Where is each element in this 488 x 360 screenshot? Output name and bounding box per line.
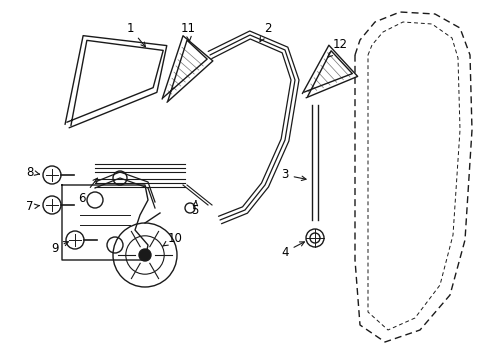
Text: 2: 2	[260, 22, 271, 41]
Text: 11: 11	[180, 22, 195, 41]
Text: 3: 3	[281, 168, 305, 181]
Text: 7: 7	[26, 201, 40, 213]
Text: 1: 1	[126, 22, 145, 47]
Text: 6: 6	[78, 178, 97, 204]
Text: 10: 10	[162, 231, 182, 246]
Text: 12: 12	[327, 39, 347, 57]
Circle shape	[139, 249, 151, 261]
Text: 9: 9	[51, 242, 68, 255]
Text: 5: 5	[191, 201, 198, 216]
Text: 4: 4	[281, 242, 304, 258]
Text: 8: 8	[26, 166, 40, 179]
